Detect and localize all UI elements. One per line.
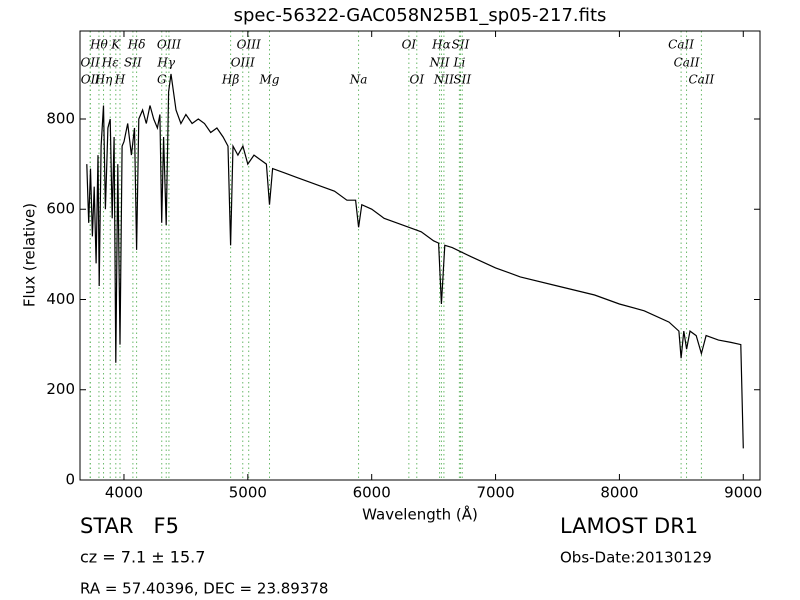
spectral-line-label: H xyxy=(114,73,126,87)
x-tick-label: 6000 xyxy=(353,484,391,502)
plot-frame xyxy=(79,30,761,481)
spectral-line-label: NII xyxy=(433,73,454,87)
x-tick-label: 4000 xyxy=(105,484,143,502)
spectral-line-label: OI xyxy=(402,38,417,52)
y-tick-label: 400 xyxy=(46,290,75,308)
spectrum-line xyxy=(86,73,744,449)
spectral-line-label: G xyxy=(157,73,167,87)
spectral-line-label: NII xyxy=(429,56,450,70)
spectral-line-label: CaII xyxy=(688,73,714,87)
spectral-line-label: SII xyxy=(124,56,142,70)
x-tick-label: 7000 xyxy=(476,484,514,502)
spectral-line-label: Hθ xyxy=(89,38,108,52)
x-tick-label: 5000 xyxy=(229,484,267,502)
object-class: STAR F5 xyxy=(80,514,179,538)
y-tick-label: 0 xyxy=(65,471,75,489)
spectral-line-label: OIII xyxy=(237,38,261,52)
survey: LAMOST DR1 xyxy=(560,514,698,538)
y-tick-label: 200 xyxy=(46,380,75,398)
redshift: cz = 7.1 ± 15.7 xyxy=(80,548,205,567)
spectral-line-label: Mg xyxy=(259,73,280,87)
obs-date: Obs-Date:20130129 xyxy=(560,549,712,567)
spectral-line-label: SII xyxy=(452,38,470,52)
spectral-line-label: Hδ xyxy=(127,38,146,52)
x-tick-label: 8000 xyxy=(600,484,638,502)
y-tick-label: 600 xyxy=(46,200,75,218)
spectral-line-label: Hη xyxy=(94,73,113,87)
y-axis-label: Flux (relative) xyxy=(21,203,39,307)
spectral-line-label: SII xyxy=(453,73,471,87)
spectral-line-label: OI xyxy=(409,73,424,87)
spectral-line-label: Hγ xyxy=(156,56,175,70)
y-tick-label: 800 xyxy=(46,109,75,127)
spectral-line-label: OII xyxy=(81,73,101,87)
chart-title: spec-56322-GAC058N25B1_sp05-217.fits xyxy=(234,5,607,26)
spectral-line-label: OIII xyxy=(157,38,181,52)
spectral-line-label: OIII xyxy=(231,56,255,70)
spectral-line-label: CaII xyxy=(668,38,694,52)
spectral-line-label: Hβ xyxy=(221,73,239,87)
x-tick-label: 9000 xyxy=(724,484,762,502)
x-axis-label: Wavelength (Å) xyxy=(362,505,478,524)
spectral-line-label: Hε xyxy=(101,56,119,70)
spectral-line-label: CaII xyxy=(674,56,700,70)
spectral-line-label: K xyxy=(110,38,121,52)
coordinates: RA = 57.40396, DEC = 23.89378 xyxy=(80,580,328,598)
spectral-line-label: Hα xyxy=(431,38,451,52)
spectral-line-label: Li xyxy=(452,56,465,70)
spectral-line-label: Na xyxy=(349,73,368,87)
